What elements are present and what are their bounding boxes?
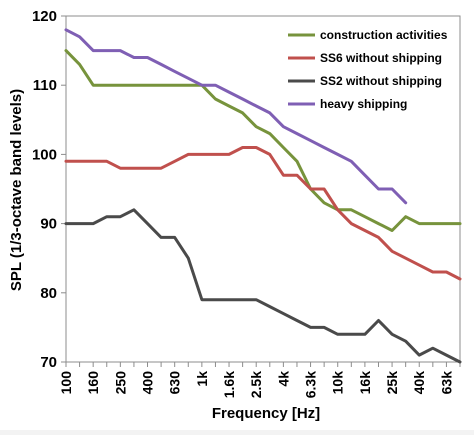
legend-label: heavy shipping (320, 97, 407, 111)
x-tick-label: 6.3k (303, 371, 319, 398)
y-tick-label: 80 (40, 285, 57, 302)
plot-area-border (65, 15, 461, 363)
x-tick-label: 630 (167, 371, 183, 395)
y-tick-label: 100 (32, 146, 57, 163)
x-tick-label: 63k (438, 371, 454, 395)
x-tick-label: 40k (411, 371, 427, 395)
legend-label: SS6 without shipping (320, 51, 442, 65)
x-tick-label: 250 (112, 371, 128, 395)
x-tick-label: 10k (330, 371, 346, 395)
x-tick-label: 160 (85, 371, 101, 395)
x-tick-label: 400 (140, 371, 156, 395)
x-tick-label: 16k (357, 371, 373, 395)
series-line-3 (64, 208, 462, 364)
series-line-1 (64, 49, 462, 232)
x-axis-title: Frequency [Hz] (212, 405, 320, 422)
x-tick-label: 4k (275, 371, 291, 387)
y-tick-label: 110 (33, 77, 57, 94)
legend-label: construction activities (320, 28, 448, 42)
legend-label: SS2 without shipping (320, 74, 442, 88)
series-line-2 (64, 146, 462, 281)
axes-layer: 70 80 90 100 110 120 100 160 250 400 630 1k 1.6k 2.5k… (32, 8, 461, 398)
x-tick-label: 25k (384, 371, 400, 395)
x-tick-label: 100 (58, 371, 74, 395)
y-tick-label: 90 (40, 216, 57, 233)
x-tick-label: 1k (194, 371, 210, 387)
y-tick-label: 70 (40, 354, 57, 371)
x-tick-label: 2.5k (248, 371, 264, 398)
y-tick-label: 120 (32, 8, 57, 25)
series-line-4 (64, 28, 408, 205)
series-layer (64, 28, 462, 364)
y-axis-title: SPL (1/3-octave band levels) (8, 89, 25, 291)
legend: construction activities SS6 without shipp… (288, 28, 448, 111)
x-tick-label: 1.6k (221, 371, 237, 398)
